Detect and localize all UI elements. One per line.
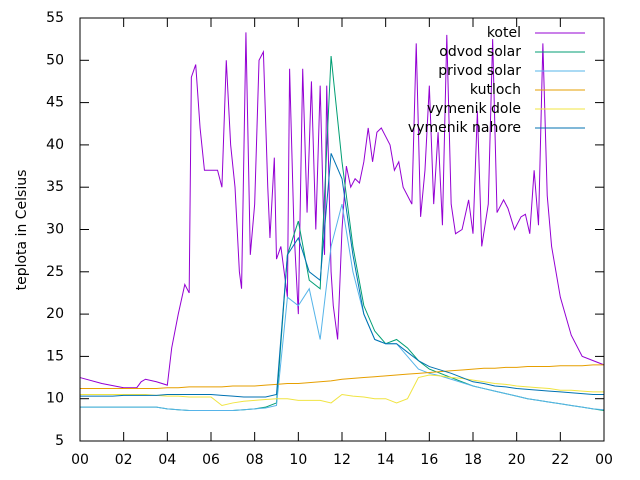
legend-label: vymenik dole: [427, 101, 521, 117]
y-tick-label: 15: [46, 348, 64, 364]
y-tick-label: 30: [46, 222, 64, 238]
x-tick-label: 18: [464, 452, 482, 468]
series-line: [80, 364, 604, 390]
series-line: [80, 203, 605, 412]
x-tick-label: 04: [158, 452, 176, 468]
y-tick-label: 40: [46, 137, 64, 153]
y-tick-label: 35: [46, 179, 64, 195]
legend-label: kutloch: [470, 82, 521, 98]
y-tick-label: 45: [46, 95, 64, 111]
x-tick-label: 14: [377, 452, 395, 468]
x-tick-label: 22: [551, 452, 569, 468]
plot-border: [79, 17, 605, 442]
series-line: [79, 32, 605, 389]
y-tick-label: 25: [46, 264, 64, 280]
series-line: [80, 374, 604, 407]
x-tick-label: 02: [115, 452, 133, 468]
x-tick-label: 00: [595, 452, 613, 468]
x-tick-label: 10: [289, 452, 307, 468]
legend-label: vymenik nahore: [408, 120, 521, 136]
y-tick-label: 50: [46, 52, 64, 68]
legend-label: kotel: [487, 25, 521, 41]
x-tick-label: 00: [71, 452, 89, 468]
x-tick-label: 06: [202, 452, 220, 468]
y-tick-label: 20: [46, 306, 64, 322]
series-line: [80, 153, 604, 398]
y-axis-label: teplota in Celsius: [14, 170, 30, 291]
y-tick-label: 55: [46, 10, 64, 26]
legend-label: odvod solar: [439, 44, 521, 60]
legend-label: privod solar: [438, 63, 521, 79]
x-tick-label: 08: [246, 452, 264, 468]
y-tick-label: 5: [55, 433, 64, 449]
x-tick-label: 20: [508, 452, 526, 468]
x-tick-label: 12: [333, 452, 351, 468]
y-tick-label: 10: [46, 391, 64, 407]
x-tick-label: 16: [420, 452, 438, 468]
